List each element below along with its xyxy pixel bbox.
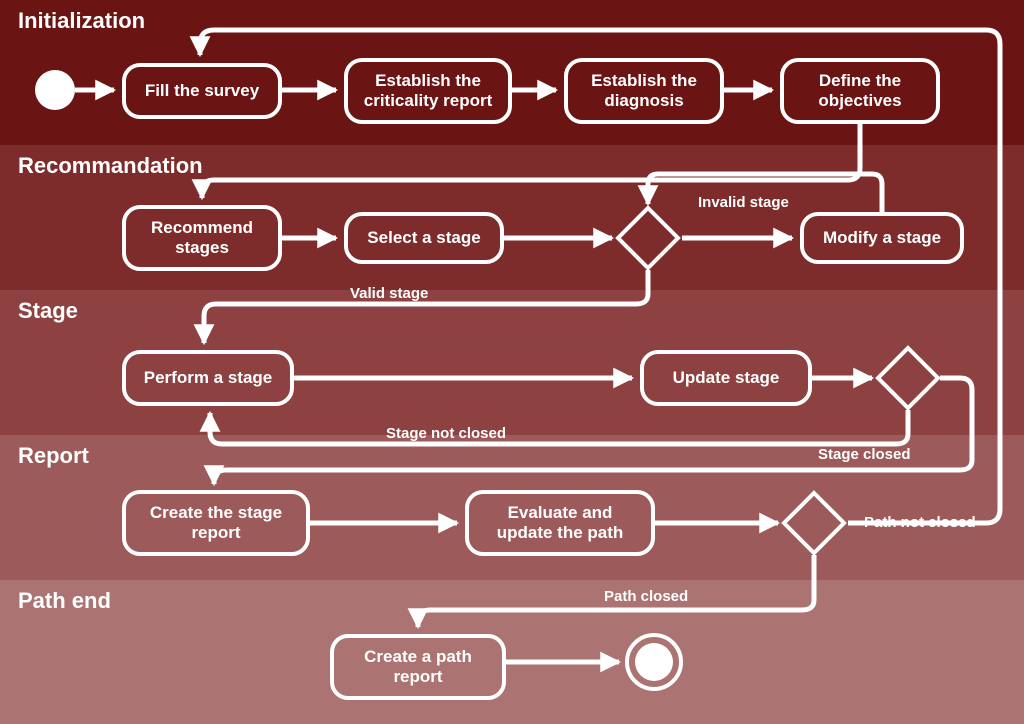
flowchart-canvas: Initialization Recommandation Stage Report P…: [0, 0, 1024, 724]
node-criticality: Establish the criticality report: [344, 58, 512, 124]
edge-label-stage_closed: Stage closed: [818, 446, 911, 463]
node-update_stage: Update stage: [640, 350, 812, 406]
node-perform_stage: Perform a stage: [122, 350, 294, 406]
node-path_report: Create a path report: [330, 634, 506, 700]
node-modify_stage: Modify a stage: [800, 212, 964, 264]
edge-label-valid_stage: Valid stage: [350, 285, 428, 302]
lane-title-path_end: Path end: [18, 588, 111, 614]
edge-label-path_not_closed: Path not closed: [864, 514, 976, 531]
node-fill_survey: Fill the survey: [122, 63, 282, 119]
lane-title-report: Report: [18, 443, 89, 469]
node-objectives: Define the objectives: [780, 58, 940, 124]
lane-title-stage: Stage: [18, 298, 78, 324]
node-evaluate_path: Evaluate and update the path: [465, 490, 655, 556]
node-select_stage: Select a stage: [344, 212, 504, 264]
lane-title-recommandation: Recommandation: [18, 153, 203, 179]
node-stage_report: Create the stage report: [122, 490, 310, 556]
edge-label-stage_not_closed: Stage not closed: [386, 425, 506, 442]
node-diagnosis: Establish the diagnosis: [564, 58, 724, 124]
edge-label-invalid_stage: Invalid stage: [698, 194, 789, 211]
lane-title-initialization: Initialization: [18, 8, 145, 34]
lane-path_end: [0, 580, 1024, 724]
edge-label-path_closed: Path closed: [604, 588, 688, 605]
node-recommend_stages: Recommend stages: [122, 205, 282, 271]
